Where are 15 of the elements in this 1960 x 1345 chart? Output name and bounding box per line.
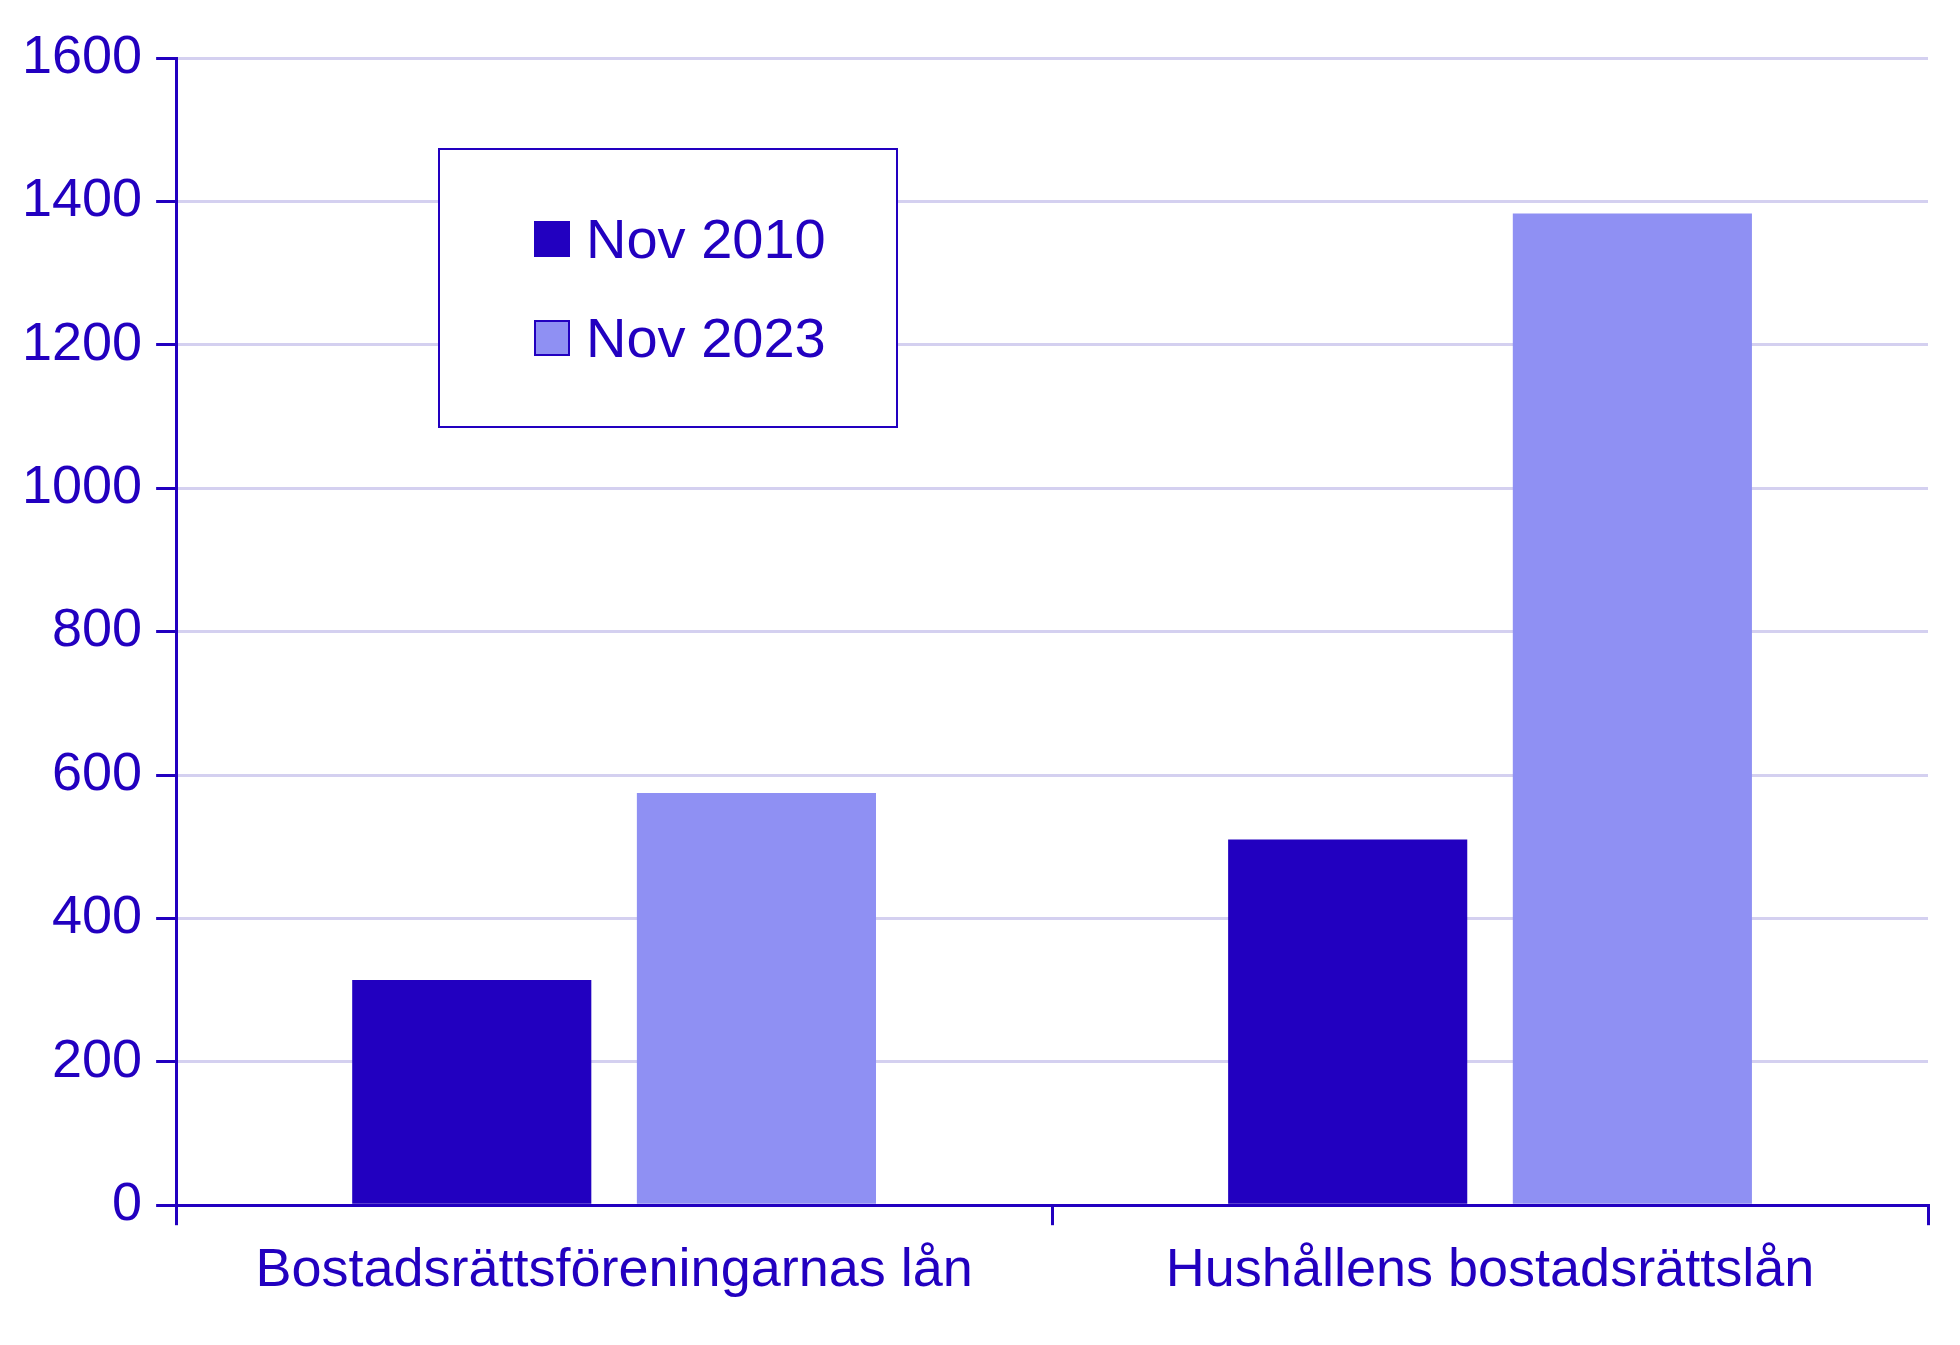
x-tick-label: Bostadsrättsföreningarnas lån [255, 1237, 973, 1298]
y-tick-label: 1600 [21, 23, 143, 84]
y-tick-label: 1400 [21, 167, 143, 228]
y-tick-label: 400 [52, 884, 143, 945]
legend-label: Nov 2023 [586, 305, 826, 370]
bar [636, 792, 876, 1204]
legend-label: Nov 2010 [586, 206, 826, 271]
bar [1512, 213, 1752, 1204]
y-tick-label: 800 [52, 597, 143, 658]
y-tick-label: 1000 [21, 454, 143, 515]
y-tick-label: 0 [112, 1171, 143, 1232]
y-tick-label: 200 [52, 1027, 143, 1088]
y-tick-label: 600 [52, 740, 143, 801]
x-tick-label: Hushållens bostadsrättslån [1165, 1237, 1815, 1298]
y-tick-label: 1200 [21, 310, 143, 371]
